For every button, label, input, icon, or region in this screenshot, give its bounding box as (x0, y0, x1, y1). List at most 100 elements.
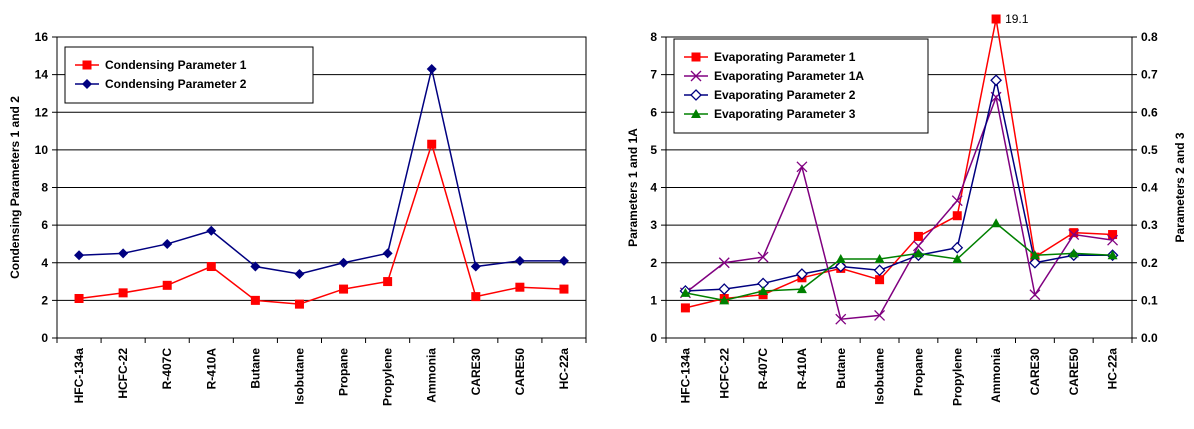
chart1-series-condensing-parameter-1 (74, 139, 569, 309)
chart2-point-evaporating-parameter-3-hc-22a (1107, 250, 1118, 260)
chart2-point-evaporating-parameter-3-r-410a (796, 284, 807, 294)
chart1-legend-marker-condensing-parameter-2 (82, 79, 92, 89)
chart1-point-condensing-parameter-1-hfc-134a (74, 293, 84, 303)
chart2-point-evaporating-parameter-3-hcfc-22 (719, 295, 730, 305)
chart1-legend-label-condensing-parameter-2: Condensing Parameter 2 (105, 77, 247, 91)
chart2-point-evaporating-parameter-3-r-407c (758, 285, 769, 295)
chart2-y2-tick-label: 0.7 (1141, 68, 1158, 82)
chart1-y-tick-label: 2 (41, 293, 48, 307)
chart2-legend-marker-evaporating-parameter-1 (691, 52, 701, 62)
chart1-point-condensing-parameter-2-hcfc-22 (118, 248, 129, 259)
chart2-y2-tick-label: 0.5 (1141, 143, 1158, 157)
evaporating-chart: 0 1 2 3 4 5 6 7 8 0.0 0.1 0.2 0.3 0.4 0.5 0.6 0.7 0.8 HFC-… (626, 12, 1187, 406)
chart1-point-condensing-parameter-2-isobutane (294, 269, 305, 280)
chart2-point-evaporating-parameter-1a-care30 (1029, 289, 1041, 301)
chart1-point-condensing-parameter-2-hc-22a (558, 255, 569, 266)
chart2-category-label-care30: CARE30 (1028, 348, 1042, 396)
chart2-line-evaporating-parameter-1 (685, 18, 1113, 309)
chart2-line-evaporating-parameter-1a (684, 94, 1113, 320)
chart2-point-evaporating-parameter-3-care50 (1068, 248, 1079, 258)
chart2-legend-label-evaporating-parameter-3: Evaporating Parameter 3 (714, 107, 856, 121)
chart2-point-evaporating-parameter-1-hc-22a (1108, 230, 1118, 240)
chart1-point-condensing-parameter-2-propylene (382, 248, 393, 259)
chart1-point-condensing-parameter-2-r-410a (206, 225, 217, 236)
chart2-y2-axis-title: Parameters 2 and 3 (1173, 132, 1187, 242)
chart1-category-label-hcfc-22: HCFC-22 (116, 348, 130, 399)
condensing-chart: 0 2 4 6 8 10 12 14 16 HFC-134a HCFC-22 R-407C R-410A… (8, 30, 587, 406)
chart1-point-condensing-parameter-2-care30 (470, 261, 481, 272)
chart1-y-tick-label: 8 (41, 181, 48, 195)
chart1-y-tick-label: 14 (35, 68, 49, 82)
chart2-point-evaporating-parameter-2-isobutane (873, 264, 886, 277)
chart2-y-tick-label: 7 (650, 68, 657, 82)
chart1-point-condensing-parameter-2-propane (338, 257, 349, 268)
chart2-annotation-label: 19.1 (1005, 12, 1029, 26)
chart2-category-label-r-407c: R-407C (756, 348, 770, 390)
chart1-category-label-propane: Propane (337, 348, 351, 396)
chart1-category-label-r-410a: R-410A (204, 348, 218, 390)
chart2-point-evaporating-parameter-3-isobutane (874, 253, 885, 263)
chart2-legend-label-evaporating-parameter-1: Evaporating Parameter 1 (714, 50, 856, 64)
chart2-category-label-isobutane: Isobutane (873, 348, 887, 405)
chart2-point-evaporating-parameter-1a-butane (835, 313, 847, 325)
chart2-y-tick-label: 0 (650, 331, 657, 345)
chart2-y2-tick-label: 0.4 (1141, 181, 1158, 195)
chart2-point-evaporating-parameter-2-ammonia (990, 74, 1003, 87)
chart1-y-tick-label: 4 (41, 256, 48, 270)
chart2-y2-tick-label: 0.1 (1141, 293, 1158, 307)
chart2-legend-marker-evaporating-parameter-3 (691, 109, 701, 118)
chart1-line-condensing-parameter-1 (78, 141, 564, 305)
chart2-point-evaporating-parameter-2-care30 (1028, 256, 1041, 269)
chart1-point-condensing-parameter-2-hfc-134a (74, 250, 85, 261)
chart2-point-evaporating-parameter-2-butane (834, 260, 847, 273)
chart2-category-label-hcfc-22: HCFC-22 (717, 348, 731, 399)
chart2-y-tick-label: 4 (650, 181, 657, 195)
chart1-category-label-care30: CARE30 (469, 348, 483, 396)
chart1-series-condensing-parameter-2 (74, 63, 569, 280)
chart2-point-evaporating-parameter-1a-propylene (951, 195, 963, 207)
chart1-point-condensing-parameter-1-isobutane (294, 299, 304, 309)
chart2-category-label-ammonia: Ammonia (989, 348, 1003, 403)
chart1-legend-box (64, 46, 314, 104)
chart2-line-evaporating-parameter-2 (685, 80, 1113, 292)
chart2-point-evaporating-parameter-3-care30 (1029, 250, 1040, 260)
chart1-y-tick-label: 0 (41, 331, 48, 345)
chart1-category-label-propylene: Propylene (381, 348, 395, 406)
chart2-y2-tick-label: 0.2 (1141, 256, 1158, 270)
chart2-point-evaporating-parameter-1-isobutane (875, 275, 885, 285)
chart2-point-evaporating-parameter-1-propane (913, 231, 923, 241)
chart2-point-evaporating-parameter-1-ammonia (991, 14, 1001, 24)
chart1-point-condensing-parameter-1-care30 (471, 292, 481, 302)
chart1-category-label-r-407c: R-407C (160, 348, 174, 390)
chart2-legend: Evaporating Parameter 1 Evaporating Param… (673, 38, 929, 134)
chart2-legend-marker-evaporating-parameter-1a (690, 70, 702, 82)
chart2-point-evaporating-parameter-1-propylene (952, 211, 962, 221)
chart2-point-evaporating-parameter-3-propylene (952, 253, 963, 263)
chart1-point-condensing-parameter-1-ammonia (427, 139, 437, 149)
chart2-y2-tick-label: 0.8 (1141, 30, 1158, 44)
chart2-point-evaporating-parameter-1-hfc-134a (680, 303, 690, 313)
chart2-category-label-hc-22a: HC-22a (1106, 348, 1120, 390)
chart2-category-label-care50: CARE50 (1067, 348, 1081, 396)
chart2-point-evaporating-parameter-3-propane (913, 248, 924, 258)
chart1-point-condensing-parameter-2-butane (250, 261, 261, 272)
chart1-category-label-ammonia: Ammonia (425, 348, 439, 403)
chart2-point-evaporating-parameter-2-hcfc-22 (718, 283, 731, 296)
chart1-legend: Condensing Parameter 1 Condensing Paramet… (64, 46, 314, 104)
chart2-point-evaporating-parameter-1a-r-410a (796, 161, 808, 173)
chart1-category-label-care50: CARE50 (513, 348, 527, 396)
chart2-y-axis-title: Parameters 1 and 1A (626, 128, 640, 247)
chart2-point-evaporating-parameter-1a-hcfc-22 (718, 257, 730, 269)
chart2-legend-marker-evaporating-parameter-2 (690, 89, 702, 101)
chart2-y-tick-label: 6 (650, 105, 657, 119)
chart1-y-tick-label: 16 (35, 30, 49, 44)
chart2-point-evaporating-parameter-2-r-410a (795, 268, 808, 280)
chart2-category-label-propylene: Propylene (950, 348, 964, 406)
chart1-category-label-butane: Butane (248, 348, 262, 389)
chart2-y2-tick-label: 0.0 (1141, 331, 1158, 345)
chart2-y2-tick-label: 0.6 (1141, 105, 1158, 119)
chart1-point-condensing-parameter-1-hcfc-22 (118, 288, 128, 298)
chart2-legend-label-evaporating-parameter-2: Evaporating Parameter 2 (714, 88, 856, 102)
chart2-y-tick-label: 3 (650, 218, 657, 232)
chart1-category-label-hc-22a: HC-22a (557, 348, 571, 390)
